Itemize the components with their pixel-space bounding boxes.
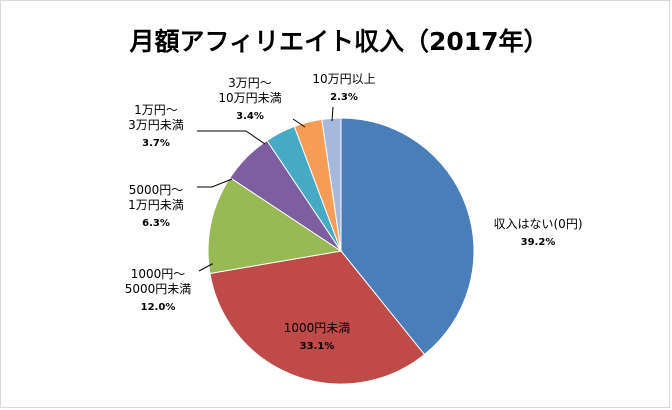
- pie-slice: [207, 176, 343, 275]
- leader-line: [197, 178, 233, 188]
- data-labels: 収入はない(0円)39.2%1000円未満33.1%1000円～5000円未満1…: [125, 72, 583, 352]
- slice-label-value: 39.2%: [521, 237, 556, 248]
- leader-lines: [197, 106, 334, 272]
- slice-label-name: 収入はない(0円): [494, 217, 583, 231]
- slice-label: 1万円～3万円未満 3.7%: [128, 103, 184, 149]
- slice-label: 1000円～5000円未満 12.0%: [125, 267, 192, 313]
- leader-line: [198, 263, 213, 272]
- slice-label-value: 3.7%: [142, 138, 170, 149]
- slice-label-name: 5000円未満: [125, 282, 192, 296]
- slice-label-value: 6.3%: [142, 218, 170, 229]
- slice-label-name: 3万円未満: [128, 118, 184, 132]
- leader-line: [197, 130, 266, 145]
- slice-label-name: 5000円～: [129, 183, 184, 197]
- leader-line: [292, 118, 306, 128]
- slice-label-name: 1000円未満: [284, 321, 351, 335]
- leader-line: [331, 106, 334, 122]
- slice-label-name: 1万円～: [134, 103, 178, 117]
- slice-label-name: 3万円～: [228, 76, 272, 90]
- slice-label-name: 1000円～: [131, 267, 186, 281]
- slice-label-name: 10万円以上: [312, 72, 375, 86]
- slice-label: 5000円～1万円未満 6.3%: [128, 183, 184, 229]
- pie-slice: [209, 250, 426, 385]
- slice-label-value: 12.0%: [141, 302, 176, 313]
- slice-label-value: 2.3%: [330, 92, 358, 103]
- slice-label-value: 33.1%: [300, 341, 335, 352]
- slice-label-name: 10万円未満: [218, 91, 281, 105]
- slice-label-name: 1万円未満: [128, 198, 184, 212]
- slice-label: 3万円～10万円未満 3.4%: [218, 76, 281, 122]
- pie-slice: [340, 117, 475, 356]
- slice-label: 収入はない(0円) 39.2%: [494, 217, 583, 248]
- slice-label: 10万円以上 2.3%: [312, 72, 375, 103]
- pie-slice: [321, 117, 342, 252]
- slices-layer: [207, 117, 475, 385]
- slice-label-value: 3.4%: [236, 111, 264, 122]
- slice-label: 1000円未満 33.1%: [284, 321, 351, 352]
- chart-title: 月額アフィリエイト収入（2017年）: [128, 27, 548, 56]
